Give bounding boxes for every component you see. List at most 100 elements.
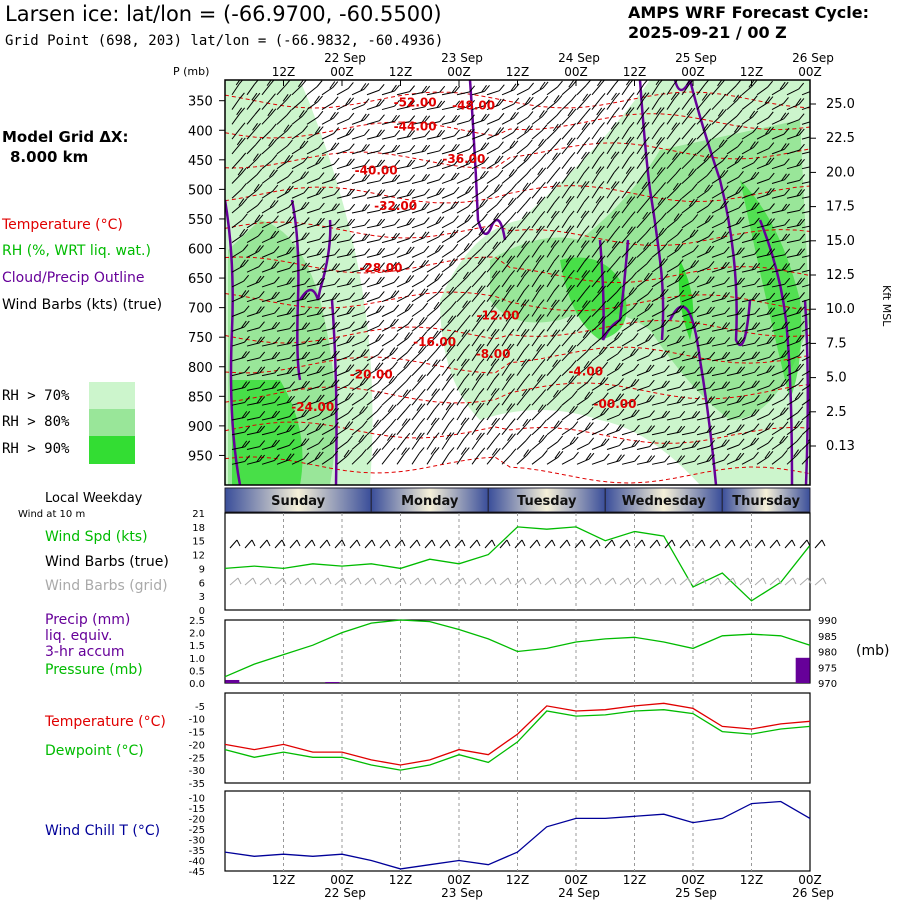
wind-barb-flag (490, 388, 497, 396)
wind-barb (396, 203, 415, 214)
wind-barb (486, 227, 502, 243)
wind-barb (711, 124, 728, 140)
wind-barb (396, 303, 414, 317)
surface-barb-true (499, 539, 508, 549)
wind-barb-flag (454, 129, 460, 137)
wind-barb-flag (749, 110, 756, 119)
wind-barb (771, 218, 791, 229)
wind-barb-flag (244, 411, 251, 418)
wind-barb-flag (664, 440, 671, 448)
wind-barb-flag (640, 121, 647, 130)
wind-barb (321, 111, 339, 125)
surface-barb-grid (349, 577, 359, 586)
wind-barb (771, 81, 789, 96)
wind-barb-staff (636, 248, 647, 258)
wind-barb-flag (394, 144, 401, 152)
wind-barb-staff (651, 431, 665, 436)
wind-barb-staff (246, 113, 256, 125)
wind-barb-staff (591, 142, 600, 155)
wind-barb-flag (498, 84, 505, 91)
wind-barb-flag (634, 454, 641, 462)
weekday-label: Wednesday (622, 494, 706, 509)
wind-barb-staff (756, 209, 770, 214)
wind-barb-staff (696, 416, 710, 421)
wind-barb (381, 84, 400, 96)
wind-barb-flag (644, 303, 651, 311)
wind-barb-flag (454, 85, 461, 93)
wind-barb-staff (426, 193, 440, 199)
wind-barb-staff (261, 99, 271, 110)
wind-barb-flag (391, 203, 398, 212)
wind-barb (381, 203, 401, 214)
wind-barb-flag (645, 364, 652, 373)
wind-barb (351, 420, 368, 436)
wind-barb (396, 447, 410, 465)
wind-barb (756, 436, 774, 450)
wind-barb-flag (346, 449, 353, 457)
wind-barb-flag (423, 231, 430, 239)
wind-barb-flag (348, 350, 355, 357)
wind-barb-flag (550, 210, 557, 219)
wind-barb-flag (253, 183, 260, 192)
wind-barb (591, 270, 606, 288)
bottom-date-label: 25 Sep (675, 886, 717, 900)
wind-barb-flag (565, 195, 572, 204)
wind-barb-flag (648, 333, 655, 341)
wind-barb-flag (332, 81, 339, 88)
bottom-time-label: 12Z (623, 873, 647, 887)
wind-barb-staff (471, 423, 480, 436)
wind-barb-flag (632, 302, 638, 310)
wind-barb-staff (306, 162, 320, 170)
wind-barb (411, 374, 427, 391)
wind-barb (246, 454, 265, 465)
surface-barb-grid (694, 577, 704, 586)
wind-barb-flag (709, 336, 716, 344)
wind-barb-flag (346, 218, 353, 227)
wind-barb (336, 248, 356, 258)
wind-barb-flag (333, 157, 340, 165)
wind-barb-flag (513, 83, 520, 91)
wind-barb-flag (449, 258, 455, 266)
wind-barb-staff (801, 106, 810, 111)
wind-barb-flag (603, 423, 610, 430)
wind-barb-flag (676, 213, 683, 220)
wind-barb-flag (599, 107, 606, 115)
wind-barb-flag (570, 108, 577, 116)
wind-barb (531, 314, 545, 332)
wind-barb-flag (349, 292, 356, 300)
wind-barb-staff (441, 278, 453, 288)
wind-barb (396, 418, 411, 436)
top-time-label: 00Z (447, 65, 471, 79)
wind-barb (786, 434, 803, 450)
wind-barb-staff (531, 159, 542, 170)
wind-barb-staff (741, 131, 754, 140)
wind-barb (276, 185, 294, 199)
wind-barb-staff (471, 205, 483, 214)
wind-barb (441, 186, 460, 199)
wind-barb-staff (336, 88, 349, 96)
wind-barb-flag (585, 93, 592, 101)
wind-barb-flag (628, 166, 635, 174)
wind-barb (366, 405, 383, 421)
wind-barb (741, 156, 760, 170)
wind-barb (276, 337, 296, 347)
surface-barb-true (731, 539, 736, 547)
wind-barb-flag (648, 379, 655, 387)
wind-barb (651, 197, 667, 214)
wind-barb-staff (366, 239, 380, 244)
wind-barb-staff (606, 292, 617, 303)
wind-barb-staff (501, 160, 513, 170)
wind-barb-flag (498, 127, 505, 134)
wind-barb-flag (469, 85, 476, 93)
wind-barb-flag (754, 292, 761, 300)
wind-barb (426, 244, 444, 258)
wind-barb (606, 225, 621, 243)
wind-barb-staff (306, 328, 320, 332)
wind-barb-flag (319, 322, 326, 329)
wind-barb-staff (621, 308, 633, 317)
wind-barb (561, 137, 576, 155)
wind-barb-flag (537, 167, 544, 176)
wind-barb-staff (231, 265, 244, 273)
wind-barb-flag (349, 248, 356, 256)
surface-barb-true (814, 539, 823, 549)
